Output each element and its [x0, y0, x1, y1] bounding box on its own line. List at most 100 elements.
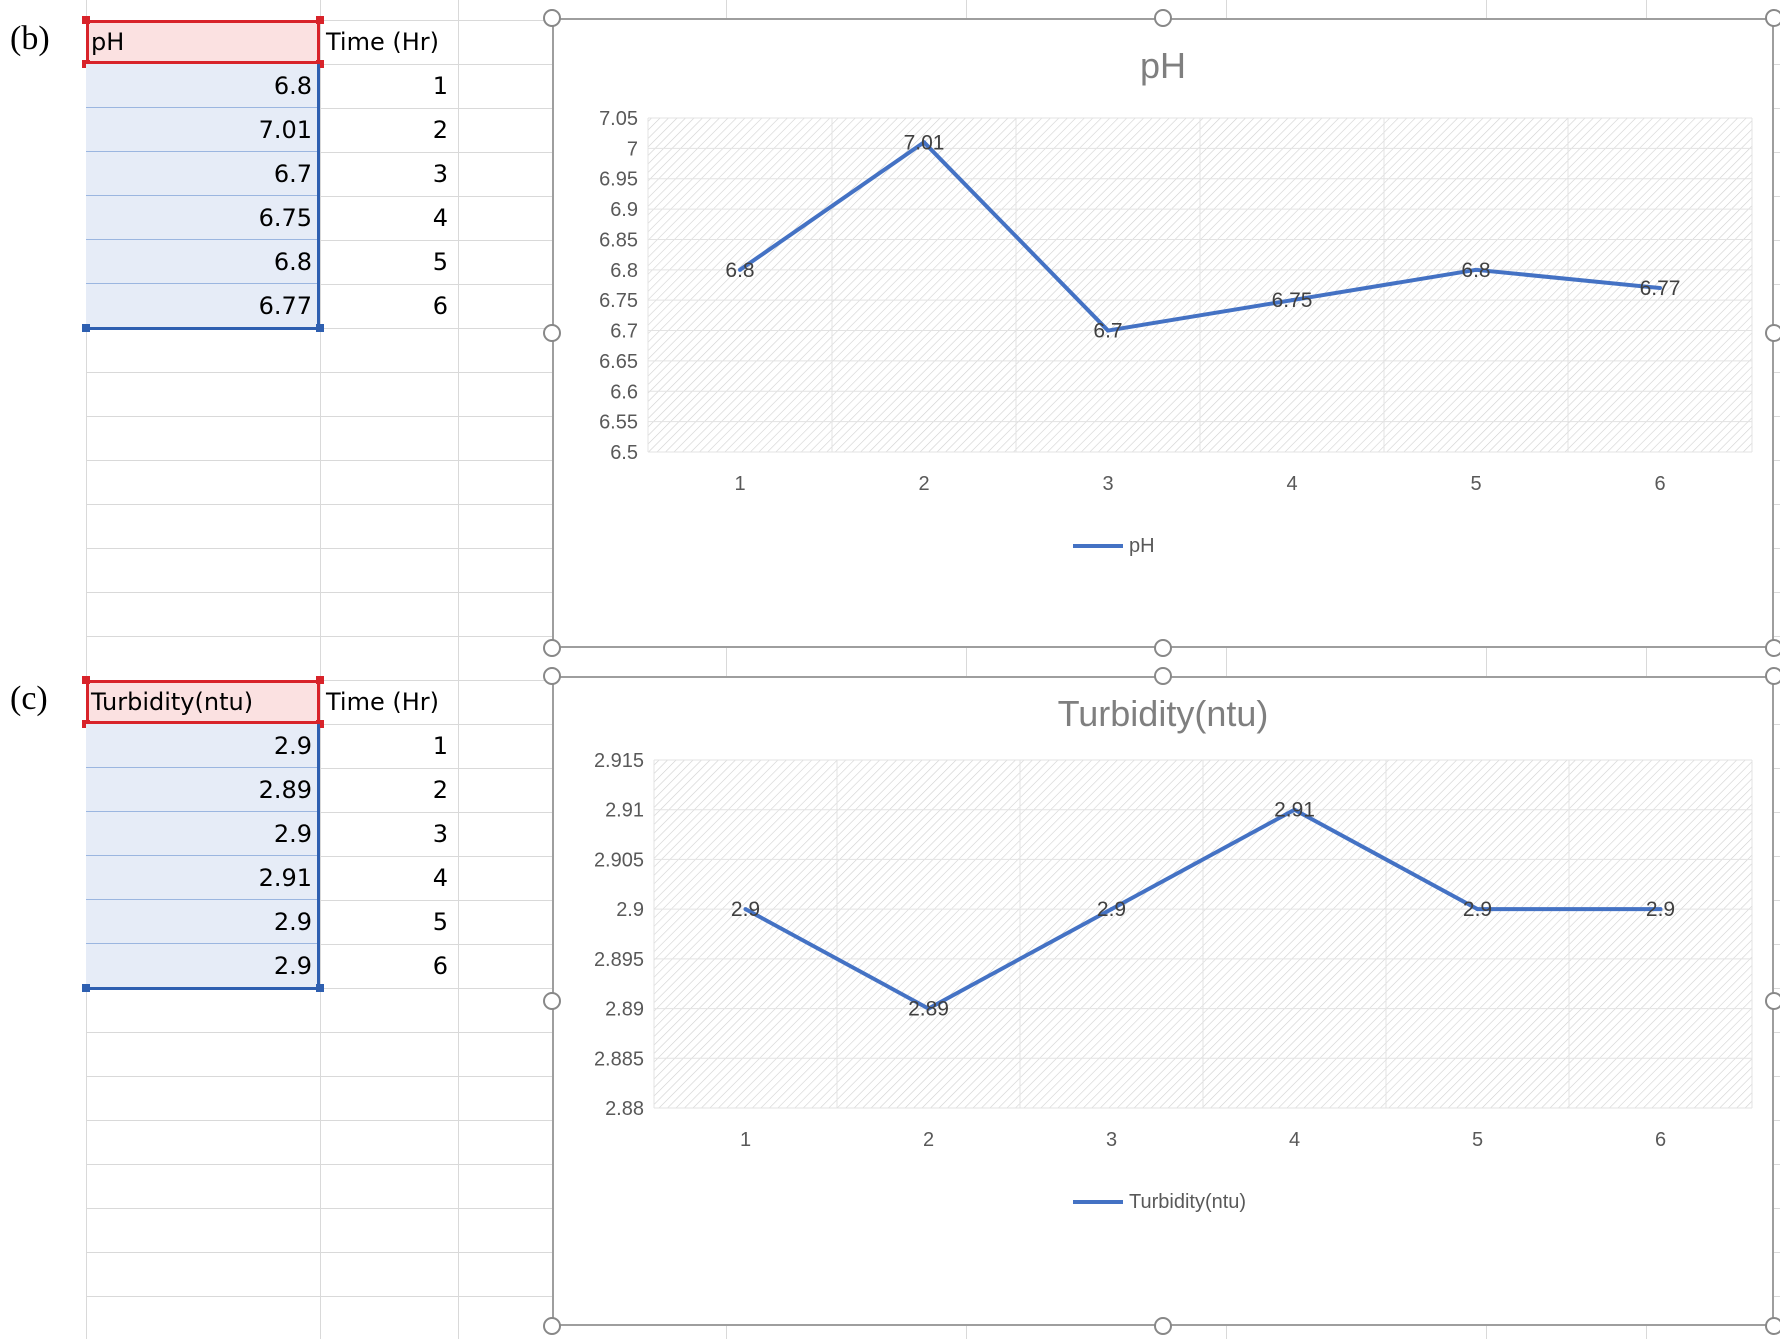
resize-handle[interactable] [543, 992, 561, 1010]
selection-border [86, 987, 320, 990]
data-cell[interactable]: 2.9 [86, 900, 320, 944]
selection-handle[interactable] [316, 16, 324, 24]
resize-handle[interactable] [1154, 639, 1172, 657]
selection-handle[interactable] [82, 324, 90, 332]
resize-handle[interactable] [543, 639, 561, 657]
data-cell[interactable]: 1 [432, 72, 448, 100]
panel-label: (b) [10, 20, 50, 57]
y-tick-label: 6.65 [599, 351, 638, 373]
data-label: 6.8 [725, 259, 754, 282]
data-label: 6.8 [1461, 259, 1490, 282]
data-cell[interactable]: 2 [432, 776, 448, 804]
data-cell[interactable]: 2 [432, 116, 448, 144]
data-point [738, 267, 742, 272]
data-cell[interactable]: 6 [432, 292, 448, 320]
x-tick-label: 4 [1286, 473, 1297, 495]
data-label: 2.9 [1463, 898, 1492, 921]
data-point [1292, 807, 1297, 812]
y-tick-label: 2.885 [594, 1048, 644, 1070]
data-cell[interactable]: 1 [432, 732, 448, 760]
data-cell[interactable]: 2.91 [86, 856, 320, 900]
x-tick-label: 1 [734, 473, 745, 495]
resize-handle[interactable] [543, 1317, 561, 1335]
y-tick-label: 7.05 [599, 108, 638, 130]
data-cell[interactable]: 6.8 [86, 240, 320, 284]
chart-frame-ph[interactable]: pH 6.5 6.55 6.6 6.65 6.7 6.75 6.8 6.85 6.9 6.95 7 7.… [552, 18, 1774, 648]
data-cell[interactable]: 6.75 [86, 196, 320, 240]
y-tick-label: 2.905 [594, 849, 644, 871]
resize-handle[interactable] [1765, 667, 1780, 685]
resize-handle[interactable] [1765, 1317, 1780, 1335]
worksheet[interactable]: Turbidity(ntu) Time (Hr) 2.9 1 2.89 2 2.9 3 2.91… [82, 660, 1780, 1339]
data-cell[interactable]: 6.77 [86, 284, 320, 328]
series-line [738, 140, 1661, 333]
x-tick-label: 5 [1472, 1129, 1483, 1151]
data-cell[interactable]: 6.7 [86, 152, 320, 196]
selection-handle[interactable] [316, 60, 324, 68]
column-gridline [458, 660, 459, 1339]
x-tick-label: 2 [918, 473, 929, 495]
selection-border [317, 64, 320, 328]
x-tick-label: 6 [1655, 1129, 1666, 1151]
data-cell[interactable]: 6 [432, 952, 448, 980]
selection-border [86, 327, 320, 330]
selection-handle[interactable] [316, 324, 324, 332]
resize-handle[interactable] [1765, 639, 1780, 657]
x-tick-label: 5 [1470, 473, 1481, 495]
data-point [1658, 907, 1663, 912]
data-cell[interactable]: 2.9 [86, 724, 320, 768]
chart-frame-turbidity[interactable]: Turbidity(ntu) 2.88 2.885 2.89 2.895 2.9 2.905… [552, 676, 1774, 1326]
x-tick-label: 3 [1102, 473, 1113, 495]
column-gridline [458, 0, 459, 660]
header-cell[interactable]: Time (Hr) [326, 28, 440, 56]
header-cell[interactable]: pH [86, 20, 320, 64]
data-label: 2.9 [731, 898, 760, 921]
data-point [1106, 328, 1110, 333]
selection-handle[interactable] [316, 676, 324, 684]
header-cell[interactable]: Turbidity(ntu) [86, 680, 320, 724]
data-cell[interactable]: 4 [432, 204, 448, 232]
y-tick-label: 2.91 [605, 800, 644, 822]
chart-title: Turbidity(ntu) [1058, 693, 1269, 734]
data-cell[interactable]: 5 [432, 248, 448, 276]
y-tick-label: 6.95 [599, 169, 638, 191]
data-cell[interactable]: 6.8 [86, 64, 320, 108]
column-gridline [320, 660, 321, 1339]
selection-handle[interactable] [316, 984, 324, 992]
selection-handle[interactable] [316, 720, 324, 728]
selection-handle[interactable] [82, 676, 90, 684]
resize-handle[interactable] [1154, 667, 1172, 685]
resize-handle[interactable] [1765, 9, 1780, 27]
data-cell[interactable]: 2.89 [86, 768, 320, 812]
panel-c: (c) Turbidity(ntu) Time (Hr) 2.9 1 2.89 2 2.9 3… [0, 660, 1780, 1339]
data-cell[interactable]: 7.01 [86, 108, 320, 152]
y-tick-label: 2.895 [594, 949, 644, 971]
data-label: 6.77 [1640, 277, 1681, 300]
data-cell[interactable]: 3 [432, 160, 448, 188]
y-tick-label: 2.9 [616, 899, 644, 921]
series-line [744, 807, 1661, 1011]
x-tick-label: 3 [1106, 1129, 1117, 1151]
data-cell[interactable]: 2.9 [86, 812, 320, 856]
y-tick-label: 2.88 [605, 1098, 644, 1120]
data-cell[interactable]: 4 [432, 864, 448, 892]
selection-handle[interactable] [82, 984, 90, 992]
selection-handle[interactable] [82, 16, 90, 24]
resize-handle[interactable] [543, 9, 561, 27]
resize-handle[interactable] [1154, 1317, 1172, 1335]
header-cell[interactable]: Time (Hr) [326, 688, 440, 716]
y-tick-label: 7 [627, 138, 638, 160]
data-label: 2.91 [1274, 799, 1315, 822]
data-cell[interactable]: 5 [432, 908, 448, 936]
data-label: 2.9 [1646, 898, 1675, 921]
resize-handle[interactable] [543, 667, 561, 685]
y-tick-label: 6.5 [610, 442, 638, 464]
data-label: 2.9 [1097, 898, 1126, 921]
data-cell[interactable]: 3 [432, 820, 448, 848]
resize-handle[interactable] [1765, 324, 1780, 342]
resize-handle[interactable] [543, 324, 561, 342]
data-cell[interactable]: 2.9 [86, 944, 320, 988]
resize-handle[interactable] [1154, 9, 1172, 27]
x-tick-label: 6 [1654, 473, 1665, 495]
resize-handle[interactable] [1765, 992, 1780, 1010]
